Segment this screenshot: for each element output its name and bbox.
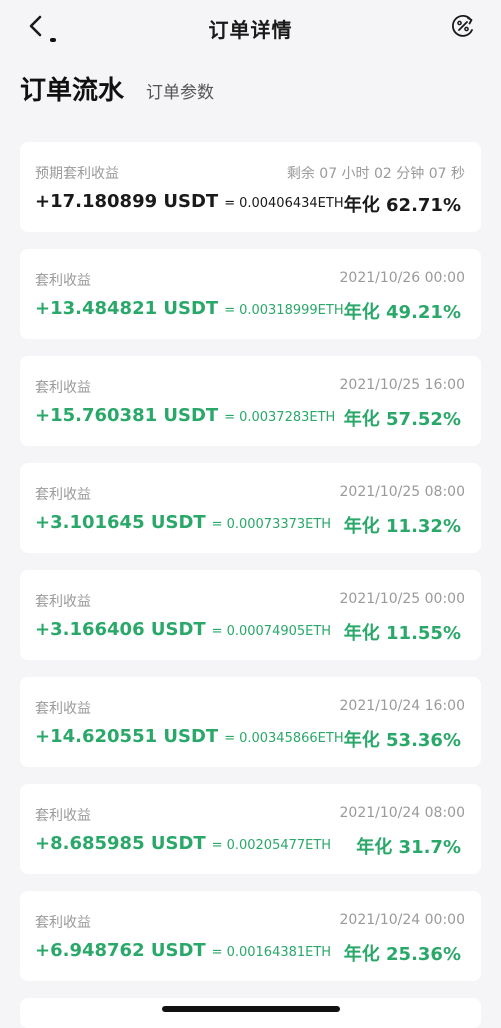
equals-sign: = [212, 624, 223, 639]
record-label: 套利收益 [35, 698, 91, 718]
equals-sign: = [224, 731, 235, 746]
profit-record-card: 套利收益 2021/10/25 00:00 +3.166406 USDT = 0… [20, 570, 481, 660]
page-title: 订单详情 [209, 14, 293, 43]
order-action-button[interactable] [449, 14, 477, 42]
record-eth: 0.00073373ETH [227, 517, 332, 532]
chevron-left-icon [28, 15, 44, 41]
equals-sign: = [224, 303, 235, 318]
record-time: 2021/10/24 16:00 [340, 698, 466, 714]
record-eth: 0.00074905ETH [227, 624, 332, 639]
record-label: 套利收益 [35, 591, 91, 611]
equals-sign: = [224, 196, 235, 211]
record-amount: +15.760381 USDT [35, 405, 218, 426]
record-amount: +8.685985 USDT [35, 833, 206, 854]
record-amount-row: +13.484821 USDT = 0.00318999ETH [35, 298, 344, 319]
record-label: 套利收益 [35, 805, 91, 825]
record-apr: 年化 11.55% [344, 619, 461, 645]
record-apr: 年化 25.36% [344, 940, 461, 966]
record-eth: 0.00164381ETH [227, 945, 332, 960]
equals-sign: = [212, 838, 223, 853]
record-amount: +13.484821 USDT [35, 298, 218, 319]
tab-order-flow[interactable]: 订单流水 [20, 70, 124, 107]
record-label: 套利收益 [35, 377, 91, 397]
record-apr: 年化 53.36% [344, 726, 461, 752]
projected-eth: 0.00406434ETH [239, 196, 344, 211]
profit-record-card: 套利收益 2021/10/24 08:00 +8.685985 USDT = 0… [20, 784, 481, 874]
record-eth: 0.0037283ETH [239, 410, 335, 425]
record-time: 2021/10/24 08:00 [340, 805, 466, 821]
record-time: 2021/10/25 16:00 [340, 377, 466, 393]
profit-record-card: 套利收益 2021/10/24 00:00 +6.948762 USDT = 0… [20, 891, 481, 981]
record-amount: +3.166406 USDT [35, 619, 206, 640]
profit-record-card: 套利收益 2021/10/25 08:00 +3.101645 USDT = 0… [20, 463, 481, 553]
percent-circle-icon [450, 13, 476, 43]
record-time: 2021/10/26 00:00 [340, 270, 466, 286]
record-label: 套利收益 [35, 484, 91, 504]
record-apr: 年化 11.32% [344, 512, 461, 538]
order-flow-list: 预期套利收益 剩余 07 小时 02 分钟 07 秒 +17.180899 US… [20, 142, 481, 1028]
record-apr: 年化 31.7% [356, 833, 461, 859]
profit-record-card: 套利收益 2021/10/26 00:00 +13.484821 USDT = … [20, 249, 481, 339]
profit-record-card: 套利收益 2021/10/25 16:00 +15.760381 USDT = … [20, 356, 481, 446]
equals-sign: = [224, 410, 235, 425]
projected-label: 预期套利收益 [35, 163, 119, 183]
record-amount: +3.101645 USDT [35, 512, 206, 533]
record-eth: 0.00318999ETH [239, 303, 344, 318]
active-tab-indicator [50, 38, 56, 42]
projected-amount-row: +17.180899 USDT = 0.00406434ETH [35, 191, 344, 212]
record-time: 2021/10/24 00:00 [340, 912, 466, 928]
record-amount: +6.948762 USDT [35, 940, 206, 961]
record-amount-row: +15.760381 USDT = 0.0037283ETH [35, 405, 335, 426]
record-amount-row: +3.101645 USDT = 0.00073373ETH [35, 512, 331, 533]
equals-sign: = [212, 517, 223, 532]
record-amount-row: +3.166406 USDT = 0.00074905ETH [35, 619, 331, 640]
back-button[interactable] [22, 14, 50, 42]
countdown-text: 剩余 07 小时 02 分钟 07 秒 [287, 163, 465, 183]
record-eth: 0.00345866ETH [239, 731, 344, 746]
top-bar: 订单详情 [0, 0, 501, 56]
projected-apr: 年化 62.71% [344, 191, 461, 217]
equals-sign: = [212, 945, 223, 960]
record-apr: 年化 49.21% [344, 298, 461, 324]
projected-profit-card: 预期套利收益 剩余 07 小时 02 分钟 07 秒 +17.180899 US… [20, 142, 481, 232]
projected-amount: +17.180899 USDT [35, 191, 218, 212]
record-time: 2021/10/25 00:00 [340, 591, 466, 607]
record-amount: +14.620551 USDT [35, 726, 218, 747]
home-indicator[interactable] [162, 1006, 340, 1012]
record-label: 套利收益 [35, 912, 91, 932]
record-amount-row: +8.685985 USDT = 0.00205477ETH [35, 833, 331, 854]
record-amount-row: +14.620551 USDT = 0.00345866ETH [35, 726, 344, 747]
profit-record-card: 套利收益 2021/10/24 16:00 +14.620551 USDT = … [20, 677, 481, 767]
record-label: 套利收益 [35, 270, 91, 290]
tab-bar: 订单流水 订单参数 [20, 70, 214, 107]
record-apr: 年化 57.52% [344, 405, 461, 431]
record-eth: 0.00205477ETH [227, 838, 332, 853]
record-time: 2021/10/25 08:00 [340, 484, 466, 500]
record-amount-row: +6.948762 USDT = 0.00164381ETH [35, 940, 331, 961]
tab-order-params[interactable]: 订单参数 [146, 78, 214, 107]
